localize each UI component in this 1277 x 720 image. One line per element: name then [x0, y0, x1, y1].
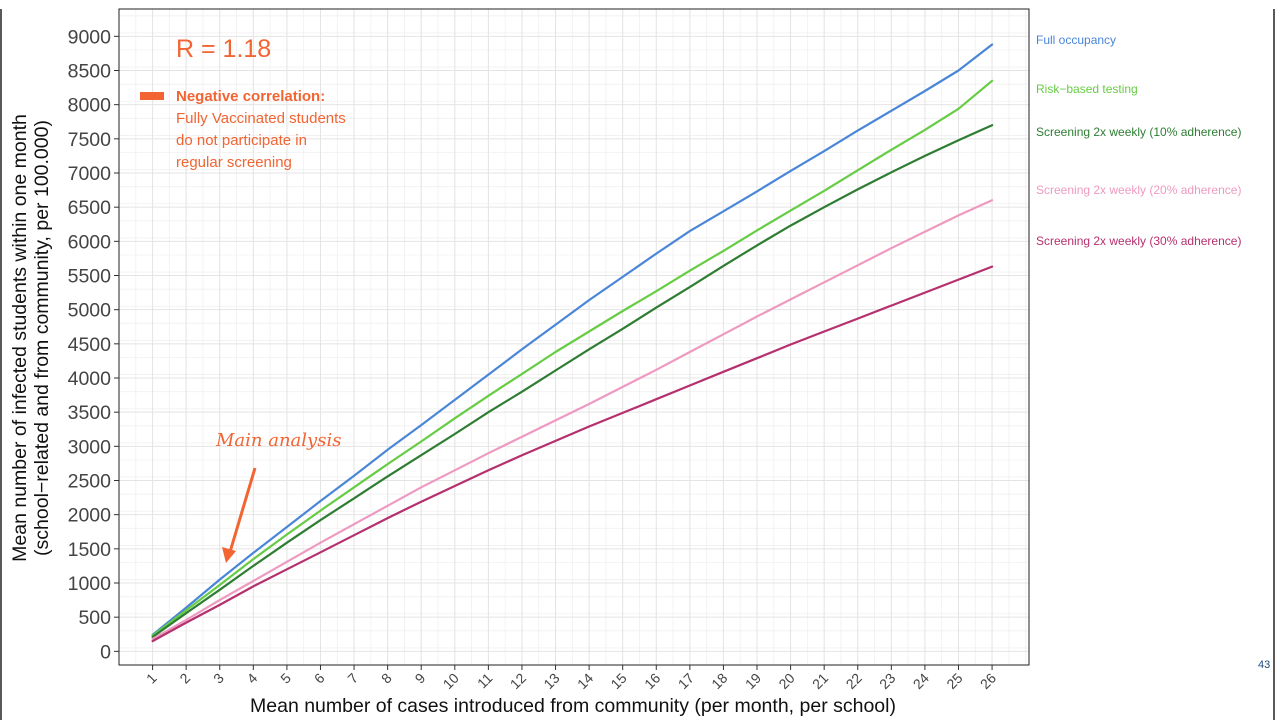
y-tick-label: 8500	[68, 61, 112, 83]
series-lines	[151, 43, 994, 643]
x-tick-label: 25	[943, 670, 965, 692]
plot-frame	[118, 8, 1030, 666]
y-tick-label: 1000	[68, 573, 112, 595]
y-tick-label: 4000	[68, 368, 112, 390]
note-line-3: regular screening	[176, 154, 292, 171]
legend-entry: Risk−based testing	[1036, 82, 1138, 96]
y-tick-label: 5500	[68, 266, 112, 288]
y-tick-label: 5000	[68, 300, 112, 322]
legend-entry: Full occupancy	[1036, 33, 1117, 47]
y-tick-label: 2000	[68, 505, 112, 527]
note-line-2: do not participate in	[176, 132, 307, 149]
series-line-5	[151, 265, 994, 643]
x-tick-label: 4	[244, 670, 261, 687]
y-tick-label: 6500	[68, 197, 112, 219]
grid	[119, 9, 1029, 666]
y-tick-label: 8000	[68, 95, 112, 117]
main-analysis-label: Main analysis	[215, 430, 341, 451]
x-tick-label: 20	[775, 670, 797, 692]
legend-entry: Screening 2x weekly (10% adherence)	[1036, 125, 1242, 139]
x-tick-label: 7	[344, 670, 361, 687]
x-tick-label: 8	[378, 670, 395, 687]
y-axis-label-line2: (school−related and from community, per …	[31, 120, 53, 556]
y-tick-label: 1500	[68, 539, 112, 561]
x-tick-label: 14	[574, 670, 596, 692]
y-tick-label: 2500	[68, 471, 112, 493]
note-line-1: Fully Vaccinated students	[176, 110, 346, 127]
legend-entry: Screening 2x weekly (20% adherence)	[1036, 183, 1242, 197]
main-analysis-arrow-head	[222, 547, 236, 563]
r-value-label: R = 1.18	[176, 35, 271, 63]
x-tick-label: 9	[412, 670, 429, 687]
x-tick-label: 12	[507, 670, 529, 692]
y-tick-label: 9000	[68, 26, 112, 48]
x-tick-label: 2	[176, 670, 193, 687]
x-tick-label: 23	[876, 670, 898, 692]
x-tick-label: 17	[675, 670, 697, 692]
x-tick-label: 21	[809, 670, 831, 692]
y-axis-label: Mean number of infected students within …	[9, 114, 31, 562]
x-tick-label: 26	[977, 670, 999, 692]
x-axis-label: Mean number of cases introduced from com…	[250, 695, 896, 717]
x-tick-label: 5	[277, 670, 294, 687]
x-tick-label: 11	[474, 670, 496, 692]
series-line-1	[151, 43, 994, 637]
series-line-2	[151, 79, 994, 637]
page-number: 43	[1258, 659, 1271, 671]
y-tick-label: 3500	[68, 402, 112, 424]
x-tick-label: 19	[742, 670, 764, 692]
y-tick-label: 3000	[68, 436, 112, 458]
note-heading: Negative correlation:	[176, 88, 325, 105]
x-tick-label: 16	[641, 670, 663, 692]
legend-entry: Screening 2x weekly (30% adherence)	[1036, 234, 1242, 248]
x-tick-label: 22	[843, 670, 865, 692]
x-tick-label: 3	[210, 670, 227, 687]
y-tick-label: 6000	[68, 231, 112, 253]
y-tick-label: 7000	[68, 163, 112, 185]
x-tick-label: 15	[607, 670, 629, 692]
x-tick-label: 10	[440, 670, 462, 692]
series-line-4	[151, 199, 994, 641]
x-tick-label: 18	[708, 670, 730, 692]
x-tick-label: 6	[311, 670, 328, 687]
y-tick-label: 500	[78, 607, 111, 629]
x-tick-label: 13	[540, 670, 562, 692]
x-tick-label: 1	[143, 670, 160, 687]
y-tick-label: 4500	[68, 334, 112, 356]
legend-dash-marker	[140, 92, 164, 100]
x-tick-label: 24	[910, 670, 932, 692]
y-tick-label: 7500	[68, 129, 112, 151]
main-analysis-arrow-shaft	[228, 467, 257, 553]
y-tick-label: 0	[100, 641, 111, 663]
series-line-3	[151, 124, 994, 639]
